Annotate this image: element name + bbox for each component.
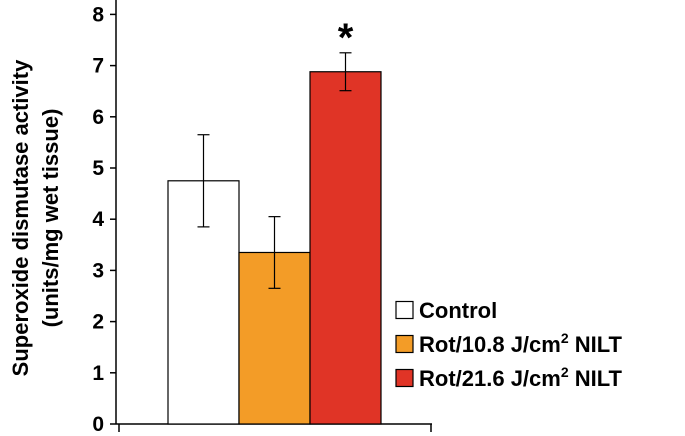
y-tick-label: 0	[92, 413, 104, 436]
x-axis	[116, 423, 432, 432]
legend-label-2: Rot/10.8 J/cm2 NILT	[419, 330, 623, 357]
legend-swatch-3	[395, 368, 414, 388]
y-axis: 0 1 2 3 4 5 6 7 8	[92, 0, 117, 436]
y-tick-label: 6	[92, 106, 104, 129]
y-tick-label: 7	[92, 55, 104, 78]
legend-label-1: Control	[419, 298, 497, 323]
y-axis-title-line2: (units/mg wet tissue)	[38, 109, 63, 328]
legend-label-3: Rot/21.6 J/cm2 NILT	[419, 364, 623, 391]
legend-swatch-1	[395, 300, 414, 320]
y-tick-label: 2	[92, 311, 104, 334]
y-tick-label: 5	[92, 157, 104, 180]
y-axis-title-line1: Superoxide dismutase activity	[8, 59, 33, 376]
y-axis-title: Superoxide dismutase activity (units/mg …	[8, 59, 63, 376]
y-tick-label: 4	[92, 208, 104, 231]
y-tick-label: 1	[92, 362, 104, 385]
y-tick-label: 8	[92, 3, 104, 26]
y-tick-label: 3	[92, 259, 104, 282]
legend: Control Rot/10.8 J/cm2 NILT Rot/21.6 J/cm2…	[395, 298, 623, 391]
legend-swatch-2	[395, 334, 414, 354]
significance-marker: *	[338, 16, 354, 60]
bar-3	[309, 71, 382, 425]
bars: *	[167, 16, 382, 425]
